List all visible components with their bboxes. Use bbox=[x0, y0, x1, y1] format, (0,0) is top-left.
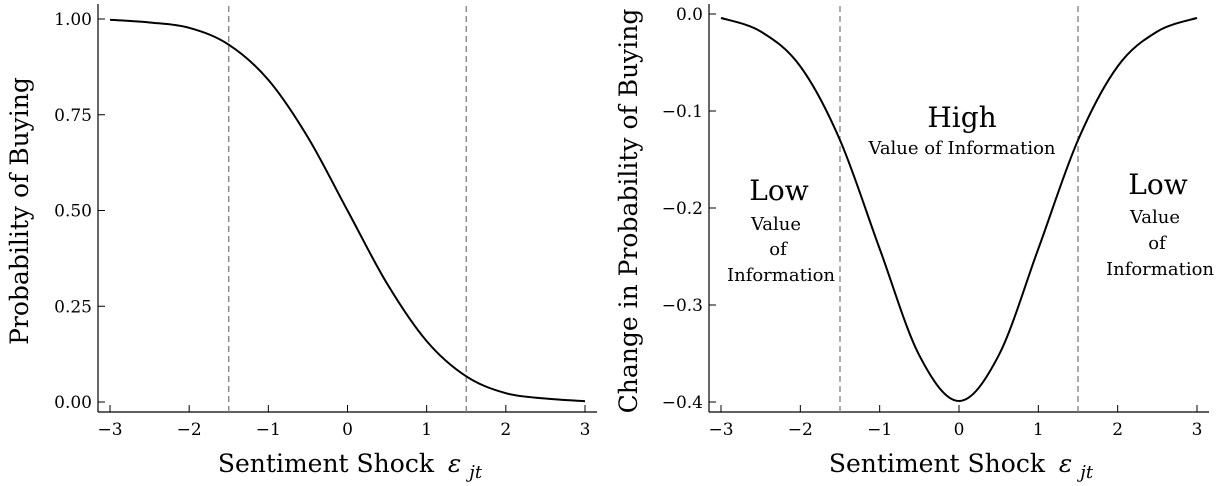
annotation-center-high-title: High bbox=[927, 101, 996, 134]
left-x-axis-title: Sentiment Shock ε jt bbox=[218, 449, 483, 483]
left-x-tick-label: 1 bbox=[421, 420, 432, 440]
left-y-tick-label: 1.00 bbox=[54, 10, 92, 30]
right-chart-panel: Change in Probability of Buying Sentimen… bbox=[614, 4, 1214, 483]
right-x-tick-label: −2 bbox=[788, 420, 813, 440]
annotation-right-low-line1: Value bbox=[1129, 207, 1180, 228]
right-x-tick-label: 0 bbox=[954, 420, 965, 440]
annotation-left-low: Low Value of Information bbox=[727, 174, 835, 286]
right-y-tick-label: −0.2 bbox=[662, 199, 703, 219]
right-x-tick-label: −1 bbox=[867, 420, 892, 440]
right-y-tick-label: 0.0 bbox=[676, 5, 703, 25]
left-y-axis-title: Probability of Buying bbox=[5, 77, 34, 345]
right-x-axis-title-subscript: jt bbox=[1076, 462, 1094, 483]
left-x-tick-label: −2 bbox=[177, 420, 202, 440]
right-series-line bbox=[720, 16, 1198, 403]
left-y-tick-label: 0.25 bbox=[54, 297, 92, 317]
annotation-right-low-title: Low bbox=[1128, 168, 1187, 201]
annotation-left-low-line1: Value bbox=[750, 214, 801, 235]
left-x-tick-label: 3 bbox=[580, 420, 591, 440]
left-y-tick-label: 0.75 bbox=[54, 106, 92, 126]
annotation-right-low-line2: of bbox=[1148, 233, 1167, 254]
left-x-axis-title-subscript: jt bbox=[465, 462, 483, 483]
left-x-axis-title-text: Sentiment Shock bbox=[218, 449, 435, 478]
right-y-tick-label: −0.4 bbox=[662, 393, 703, 413]
left-chart-panel: Probability of Buying Sentiment Shock ε … bbox=[5, 4, 597, 483]
left-x-tick-label: 0 bbox=[342, 420, 353, 440]
annotation-left-low-line3: Information bbox=[727, 265, 835, 286]
right-y-tick-label: −0.3 bbox=[662, 296, 703, 316]
right-x-tick-label: 3 bbox=[1192, 420, 1203, 440]
right-x-tick-label: 1 bbox=[1033, 420, 1044, 440]
right-x-axis-title-symbol: ε bbox=[1059, 449, 1072, 478]
annotation-right-low: Low Value of Information bbox=[1106, 168, 1214, 280]
right-x-axis-title-text: Sentiment Shock bbox=[829, 449, 1046, 478]
annotation-left-low-title: Low bbox=[749, 174, 808, 207]
annotation-left-low-line2: of bbox=[769, 239, 788, 260]
right-x-tick-label: −3 bbox=[708, 420, 733, 440]
left-x-tick-label: 2 bbox=[500, 420, 511, 440]
right-x-tick-label: 2 bbox=[1112, 420, 1123, 440]
left-y-tick-label: 0.00 bbox=[54, 393, 92, 413]
annotation-center-high: High Value of Information bbox=[867, 101, 1055, 159]
left-x-axis-title-symbol: ε bbox=[448, 449, 461, 478]
left-x-tick-label: −3 bbox=[97, 420, 122, 440]
left-series-line bbox=[109, 18, 586, 403]
annotation-center-high-line1: Value of Information bbox=[867, 138, 1055, 159]
right-y-tick-label: −0.1 bbox=[662, 102, 703, 122]
left-x-tick-label: −1 bbox=[256, 420, 281, 440]
left-y-tick-label: 0.50 bbox=[54, 202, 92, 222]
right-x-axis-title: Sentiment Shock ε jt bbox=[829, 449, 1094, 483]
annotation-right-low-line3: Information bbox=[1106, 259, 1214, 280]
right-y-axis-title: Change in Probability of Buying bbox=[614, 9, 643, 414]
